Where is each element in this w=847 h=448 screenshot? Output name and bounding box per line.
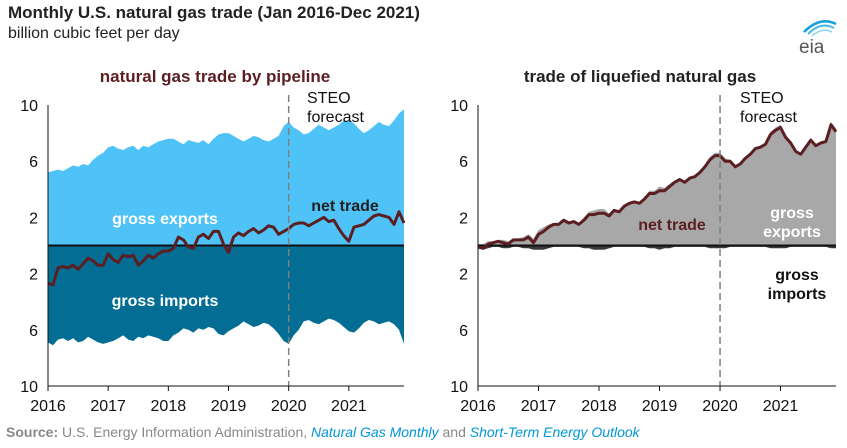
y-tick-label: 6 (29, 323, 38, 340)
y-tick-label: 6 (29, 154, 38, 171)
series-area-gross-imports (478, 245, 836, 250)
source-publication-steo[interactable]: Short-Term Energy Outlook (469, 424, 640, 440)
logo-text: eia (799, 37, 825, 58)
y-tick-label: 2 (29, 267, 38, 284)
x-tick-label: 2016 (460, 398, 496, 415)
x-tick-label: 2016 (30, 398, 66, 415)
source-agency: U.S. Energy Information Administration, (62, 424, 308, 440)
y-tick-label: 10 (450, 98, 468, 115)
x-tick-label: 2018 (581, 398, 617, 415)
charts-svg: natural gas trade by pipeline STEO forecas… (20, 67, 838, 415)
annotation-net: net trade (638, 217, 706, 234)
annotation-net: net trade (311, 198, 379, 215)
x-tick-label: 2018 (151, 398, 187, 415)
y-tick-label: 2 (459, 267, 468, 284)
y-tick-label: 2 (29, 210, 38, 227)
panel-title: trade of liquefied natural gas (524, 67, 756, 86)
x-tick-label: 2019 (642, 398, 678, 415)
x-tick-label: 2017 (90, 398, 126, 415)
x-tick-label: 2021 (331, 398, 367, 415)
annotation-imports: gross imports (112, 293, 219, 310)
forecast-label: STEO forecast (740, 90, 797, 126)
series-area-gross-imports (48, 245, 404, 346)
source-publication-ngm[interactable]: Natural Gas Monthly (311, 424, 439, 440)
x-tick-label: 2017 (521, 398, 557, 415)
x-tick-label: 2021 (763, 398, 799, 415)
annotation-exports: gross exports (763, 205, 821, 241)
annotation-exports: gross exports (112, 211, 218, 228)
series-area-gross-exports (48, 109, 404, 246)
logo-sunray-icon (807, 24, 835, 35)
chart-title: Monthly U.S. natural gas trade (Jan 2016… (8, 3, 420, 22)
source-label: Source: (6, 424, 59, 440)
forecast-label: STEO forecast (307, 90, 364, 126)
logo-sunray-icon (803, 20, 837, 33)
chart-panel-lng: trade of liquefied natural gas STEO foreca… (450, 67, 838, 415)
panel-title: natural gas trade by pipeline (100, 67, 331, 86)
y-tick-label: 10 (20, 98, 38, 115)
chart-subtitle: billion cubic feet per day (8, 25, 180, 42)
logo-sunray-icon (811, 29, 833, 37)
eia-logo: eia (799, 20, 837, 58)
chart-panel-pipeline: natural gas trade by pipeline STEO forecas… (20, 67, 406, 415)
series-line-net-trade (47, 210, 406, 287)
y-tick-label: 6 (459, 323, 468, 340)
y-tick-label: 6 (459, 154, 468, 171)
series-area-gross-exports (478, 121, 836, 246)
x-tick-label: 2020 (702, 398, 738, 415)
x-tick-label: 2020 (271, 398, 307, 415)
y-tick-label: 10 (450, 379, 468, 396)
series-line-net-trade (477, 123, 838, 250)
y-tick-label: 2 (459, 210, 468, 227)
y-tick-label: 10 (20, 379, 38, 396)
source-note: Source: U.S. Energy Information Administ… (6, 424, 640, 440)
annotation-imports: gross imports (768, 267, 827, 303)
x-tick-label: 2019 (211, 398, 247, 415)
source-and: and (442, 424, 466, 440)
